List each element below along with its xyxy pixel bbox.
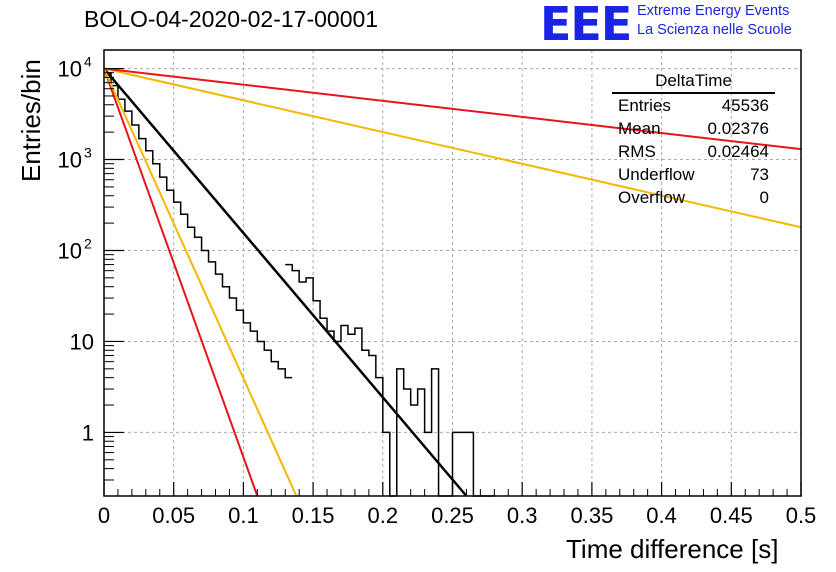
stats-label: Underflow bbox=[618, 165, 695, 184]
y-tick-exponent: 4 bbox=[84, 54, 92, 70]
y-axis-label: Entries/bin bbox=[16, 59, 46, 182]
stats-label: Entries bbox=[618, 96, 671, 115]
stats-label: Overflow bbox=[618, 188, 686, 207]
x-tick-label: 0.45 bbox=[710, 503, 753, 528]
y-tick-label: 10 bbox=[58, 57, 82, 82]
stats-label: RMS bbox=[618, 142, 656, 161]
page-title: BOLO-04-2020-02-17-00001 bbox=[84, 6, 379, 32]
x-tick-label: 0.5 bbox=[786, 503, 817, 528]
stats-value: 0 bbox=[759, 188, 769, 207]
eee-logo: EEE bbox=[540, 0, 632, 51]
x-tick-label: 0.35 bbox=[570, 503, 613, 528]
stats-value: 73 bbox=[750, 165, 769, 184]
x-tick-label: 0.05 bbox=[152, 503, 195, 528]
stats-row: Overflow 0 bbox=[610, 186, 775, 209]
stats-value: 45536 bbox=[721, 96, 769, 115]
axis-ticks bbox=[103, 67, 802, 497]
stats-label: Mean bbox=[618, 119, 661, 138]
stats-row: RMS 0.02464 bbox=[610, 140, 775, 163]
series-line-red-steep bbox=[103, 68, 259, 497]
x-tick-label: 0.2 bbox=[368, 503, 399, 528]
histogram-outline bbox=[104, 71, 293, 379]
stats-row: Mean 0.02376 bbox=[610, 117, 775, 140]
x-axis-label: Time difference [s] bbox=[566, 534, 779, 564]
fit-curves bbox=[103, 67, 802, 497]
x-tick-label: 0.15 bbox=[292, 503, 335, 528]
logo-line-1: Extreme Energy Events bbox=[637, 3, 790, 19]
x-tick-label: 0.3 bbox=[507, 503, 538, 528]
y-tick-label: 10 bbox=[70, 329, 94, 354]
logo-line-2: La Scienza nelle Scuole bbox=[637, 22, 792, 38]
histogram-tail-outline bbox=[285, 263, 495, 497]
stats-row: Underflow 73 bbox=[610, 163, 775, 186]
stats-title: DeltaTime bbox=[612, 70, 775, 94]
y-tick-label: 10 bbox=[58, 238, 82, 263]
y-tick-label: 10 bbox=[58, 148, 82, 173]
series-line-orange-steep bbox=[103, 68, 298, 497]
stats-row: Entries 45536 bbox=[610, 94, 775, 117]
series-line-fit bbox=[103, 67, 468, 497]
stats-value: 0.02464 bbox=[707, 142, 769, 161]
x-tick-label: 0 bbox=[98, 503, 110, 528]
tick-labels: 0 0.05 0.1 0.15 0.2 0.25 0.3 0.35 0.4 0.45 0.5 1 10 1… bbox=[58, 54, 817, 528]
stats-value: 0.02376 bbox=[707, 119, 769, 138]
series-line-red-shallow bbox=[103, 67, 802, 151]
stats-box: DeltaTime Entries 45536 Mean 0.02376 RMS 0.… bbox=[610, 70, 775, 209]
series-line-orange-shallow bbox=[103, 67, 802, 229]
x-tick-label: 0.25 bbox=[431, 503, 474, 528]
y-tick-label: 1 bbox=[82, 420, 94, 445]
y-tick-exponent: 3 bbox=[84, 145, 92, 161]
y-tick-exponent: 2 bbox=[84, 235, 92, 251]
x-tick-label: 0.1 bbox=[228, 503, 259, 528]
x-tick-label: 0.4 bbox=[646, 503, 677, 528]
